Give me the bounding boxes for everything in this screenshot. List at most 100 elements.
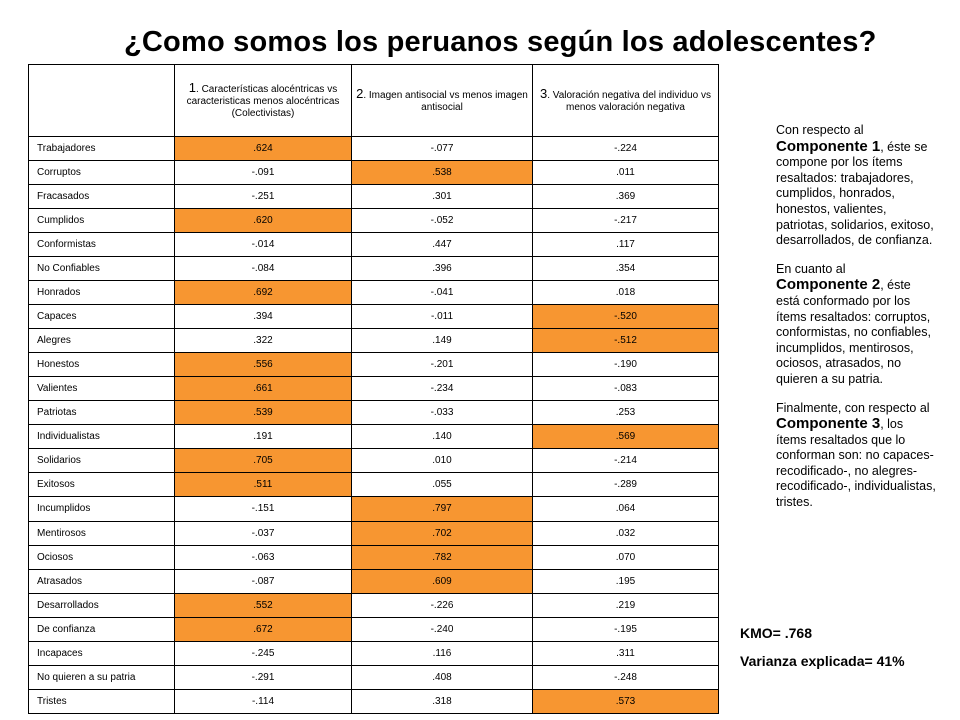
row-label: No quieren a su patria	[28, 664, 175, 690]
table-header-row: 1. Características alocéntricas vs carac…	[28, 64, 719, 137]
loading-cell: -.151	[174, 496, 352, 522]
loading-cell: -.201	[351, 352, 533, 378]
loading-cell: .511	[174, 472, 352, 498]
loading-cell: -.512	[532, 328, 719, 354]
loading-cell: .191	[174, 424, 352, 450]
table-row: Capaces .394 -.011 -.520	[28, 304, 719, 330]
row-label: Corruptos	[28, 160, 175, 186]
note-text: , éste se compone por los ítems resaltad…	[776, 139, 934, 248]
loading-cell: .011	[532, 160, 719, 186]
row-label: Desarrollados	[28, 592, 175, 618]
header-number: 3	[539, 85, 548, 101]
loading-cell: .253	[532, 400, 719, 426]
loading-cell: .624	[174, 135, 352, 162]
row-label: Incumplidos	[28, 496, 175, 522]
note-component-label: Componente 1	[776, 137, 881, 155]
row-label: Conformistas	[28, 232, 175, 258]
header-text: . Características alocéntricas vs caract…	[186, 83, 340, 119]
side-notes: Con respecto al Componente 1, éste se co…	[776, 123, 936, 524]
loading-cell: .195	[532, 568, 719, 594]
table-row: Corruptos -.091.538.011	[28, 160, 719, 186]
loading-cell: .369	[532, 184, 719, 210]
loading-cell: .556	[174, 352, 352, 378]
row-label: Honestos	[28, 352, 175, 378]
loading-cell: -.063	[174, 544, 352, 570]
loading-cell: -.214	[532, 448, 719, 474]
loading-cell: -.251	[174, 184, 352, 210]
loading-cell: -.087	[174, 568, 352, 594]
table-row: No Confiables -.084.396.354	[28, 256, 719, 282]
loading-cell: .117	[532, 232, 719, 258]
table-row: Exitosos .511.055 -.289	[28, 472, 719, 498]
loading-cell: -.083	[532, 376, 719, 402]
loading-cell: .538	[351, 160, 533, 186]
loading-cell: -.291	[174, 664, 352, 690]
loading-cell: .672	[174, 616, 352, 642]
header-component-3: 3. Valoración negativa del individuo vs …	[532, 64, 719, 137]
table-row: Cumplidos .620 -.052 -.217	[28, 208, 719, 234]
table-row: Desarrollados .552 -.226.219	[28, 592, 719, 618]
row-label: Alegres	[28, 328, 175, 354]
loading-cell: -.234	[351, 376, 533, 402]
loading-cell: .692	[174, 280, 352, 306]
row-label: Exitosos	[28, 472, 175, 498]
table-row: Honestos .556 -.201 -.190	[28, 352, 719, 378]
note-text: , éste está conformado por los ítems res…	[776, 278, 931, 386]
loading-cell: .782	[351, 544, 533, 570]
header-number: 1	[188, 79, 197, 95]
table-row: Alegres .322.149 -.512	[28, 328, 719, 354]
loading-cell: .140	[351, 424, 533, 450]
loading-cell: .408	[351, 664, 533, 690]
note-component-label: Componente 2	[776, 276, 881, 294]
row-label: Trabajadores	[28, 135, 175, 162]
loading-cell: -.240	[351, 616, 533, 642]
row-label: Capaces	[28, 304, 175, 330]
loading-cell: -.289	[532, 472, 719, 498]
table-row: De confianza .672 -.240 -.195	[28, 616, 719, 642]
loading-cell: .609	[351, 568, 533, 594]
table-row: Conformistas -.014.447.117	[28, 232, 719, 258]
loading-cell: .318	[351, 688, 533, 715]
row-label: Atrasados	[28, 568, 175, 594]
note-text: , los ítems resaltados que lo conforman …	[776, 417, 936, 510]
loading-cell: .797	[351, 496, 533, 522]
loading-cell: -.011	[351, 304, 533, 330]
loading-cell: -.014	[174, 232, 352, 258]
loading-cell: -.224	[532, 135, 719, 162]
factor-loadings-table: 1. Características alocéntricas vs carac…	[28, 64, 719, 715]
loading-cell: .032	[532, 520, 719, 546]
loading-cell: .447	[351, 232, 533, 258]
row-label: Tristes	[28, 688, 175, 715]
loading-cell: .620	[174, 208, 352, 234]
row-label: Patriotas	[28, 400, 175, 426]
loading-cell: -.041	[351, 280, 533, 306]
loading-cell: .354	[532, 256, 719, 282]
row-label: Incapaces	[28, 640, 175, 666]
row-label: Cumplidos	[28, 208, 175, 234]
table-row: Individualistas .191.140.569	[28, 424, 719, 450]
header-component-1: 1. Características alocéntricas vs carac…	[174, 64, 352, 137]
table-row: Solidarios .705.010 -.214	[28, 448, 719, 474]
row-label: Valientes	[28, 376, 175, 402]
header-component-2: 2. Imagen antisocial vs menos imagen ant…	[351, 64, 533, 137]
loading-cell: -.091	[174, 160, 352, 186]
header-text: . Imagen antisocial vs menos imagen anti…	[363, 89, 528, 113]
loading-cell: .569	[532, 424, 719, 450]
loading-cell: -.052	[351, 208, 533, 234]
loading-cell: -.245	[174, 640, 352, 666]
loading-cell: -.190	[532, 352, 719, 378]
loading-cell: -.248	[532, 664, 719, 690]
header-text: . Valoración negativa del individuo vs m…	[547, 89, 712, 113]
table-row: No quieren a su patria -.291.408 -.248	[28, 664, 719, 690]
loading-cell: .702	[351, 520, 533, 546]
note-text: Con respecto al	[776, 123, 864, 137]
loading-cell: -.077	[351, 135, 533, 162]
loading-cell: .552	[174, 592, 352, 618]
loading-cell: .149	[351, 328, 533, 354]
note-component-label: Componente 3	[776, 415, 881, 433]
loading-cell: -.114	[174, 688, 352, 715]
header-corner-cell	[28, 64, 175, 137]
row-label: Individualistas	[28, 424, 175, 450]
loading-cell: -.520	[532, 304, 719, 330]
header-number: 2	[356, 85, 364, 101]
